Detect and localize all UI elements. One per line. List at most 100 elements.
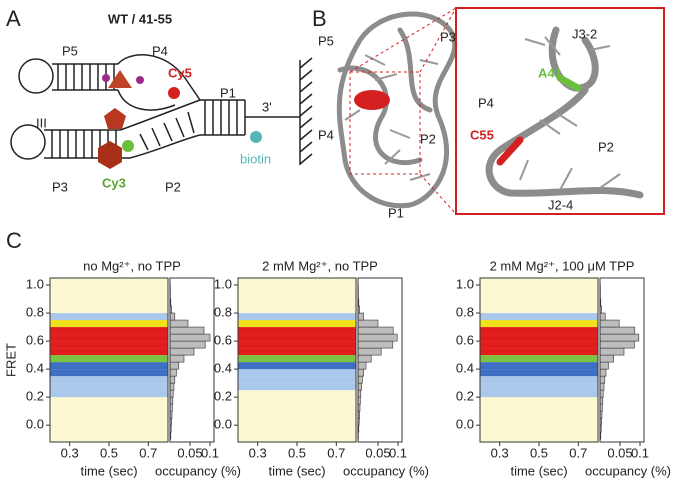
histogram-bar [357,333,398,342]
dye-label: Cy5 [168,65,192,80]
histogram-bar [357,382,362,391]
heatmap-band [238,299,356,307]
histogram-bar [599,333,640,342]
y-tick-label: 0.2 [456,389,474,404]
heatmap-band [50,362,168,370]
x2-tick-label: 0.05 [365,445,390,460]
heatmap-band [238,376,356,384]
histogram-bar [169,361,180,370]
bases [344,54,439,181]
heatmap-band [50,341,168,349]
heatmap-band [50,320,168,328]
heatmap-band [480,383,598,391]
heatmap-band [238,292,356,300]
histogram-bar [599,326,636,335]
histogram-bar [599,368,607,377]
ligand-shape [108,70,132,88]
y-tick-label: 0.6 [26,333,44,348]
x2-axis-title: occupancy (%) [585,463,671,478]
histogram-bar [357,319,379,328]
histogram-bar [599,354,614,363]
heatmap-band [480,320,598,328]
heatmap-band [50,313,168,321]
heatmap-band [50,306,168,314]
heatmap-band [480,299,598,307]
panel-b: B P5 P3 P4 P2 P1 J3-2 A41 P4 C55 P2 J2-4 [312,6,665,220]
histogram-bar [599,347,625,356]
x2-axis-title: occupancy (%) [343,463,429,478]
histogram-frame [599,277,645,443]
x2-tick-label: 0.1 [201,445,219,460]
histogram-bar [169,340,206,349]
x-tick-label: 0.3 [249,445,267,460]
heatmap-band [480,292,598,300]
heatmap-band [50,292,168,300]
x-axis-title: time (sec) [80,463,137,478]
heatmap-band [480,355,598,363]
x-tick-label: 0.5 [100,445,118,460]
chart-title: no Mg²⁺, no TPP [83,258,181,273]
heatmap-band [238,313,356,321]
y-tick-label: 0.8 [456,304,474,319]
heatmap-band [50,334,168,342]
heatmap-band [238,334,356,342]
histogram-bar [599,361,609,370]
rna-backbone [337,27,433,166]
zoom-label: J2-4 [548,197,573,212]
y-tick-label: 0.0 [456,417,474,432]
heatmap-band [50,404,168,412]
heatmap-band [238,355,356,363]
helix-label: P3 [440,29,456,44]
heatmap-band [480,432,598,440]
histogram-bar [357,347,382,356]
helix-label: P4 [318,127,334,142]
heatmap-band [480,418,598,426]
y-tick-label: 0.4 [214,361,232,376]
p2-stem [119,99,201,159]
heatmap-band [50,369,168,377]
histogram-bar [357,326,394,335]
histogram-frame [357,277,403,443]
histogram-bar [357,368,364,377]
heatmap-band [480,362,598,370]
heatmap-band [238,404,356,412]
x2-tick-label: 0.05 [177,445,202,460]
y-tick-label: 0.8 [26,304,44,319]
heatmap-band [480,404,598,412]
y-tick-label: 0.0 [214,417,232,432]
zoom-label: J3-2 [572,26,597,41]
x-tick-label: 0.3 [491,445,509,460]
panel-label: A [6,6,21,31]
zoom-label: A41 [538,65,562,80]
heatmap-band [480,397,598,405]
histogram-bar [169,326,205,335]
histogram-bar [357,375,363,384]
x2-tick-label: 0.1 [631,445,649,460]
heatmap-band [480,327,598,335]
heatmap-band [238,432,356,440]
histogram-bar [357,312,364,321]
zoom-box [349,71,421,175]
histogram-frame [169,277,215,443]
heatmap-band [50,299,168,307]
heatmap-band [480,334,598,342]
x2-tick-label: 0.05 [607,445,632,460]
histogram-bar [169,354,185,363]
heatmap-band [238,425,356,433]
biotin-label: biotin [240,151,271,166]
heatmap-band [238,383,356,391]
histogram-bar [169,382,175,391]
histogram-bar [169,333,211,342]
heatmap-band [238,397,356,405]
zoom-label: C55 [470,127,494,142]
heatmap-band [238,348,356,356]
x-axis-title: time (sec) [268,463,325,478]
rna-backbone [485,26,644,199]
bases [519,36,621,191]
heatmap-band [480,369,598,377]
zoom-label: P2 [598,139,614,154]
heatmap-band [480,313,598,321]
zoom-line [349,7,457,215]
helix-label: P3 [52,179,68,194]
heatmap-band [480,376,598,384]
